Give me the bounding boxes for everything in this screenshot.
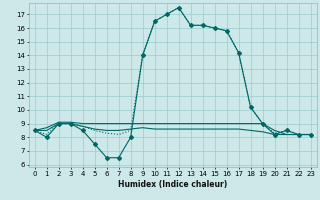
X-axis label: Humidex (Indice chaleur): Humidex (Indice chaleur): [118, 180, 227, 189]
